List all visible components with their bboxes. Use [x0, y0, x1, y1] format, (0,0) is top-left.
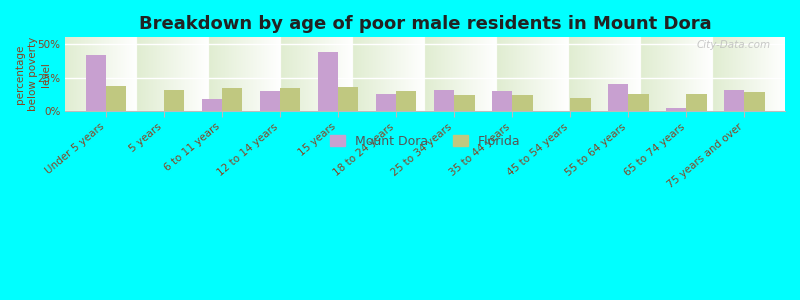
Legend: Mount Dora, Florida: Mount Dora, Florida [325, 130, 526, 153]
Bar [222, 88, 242, 111]
Bar [376, 94, 396, 111]
Bar [86, 55, 106, 111]
Bar [454, 95, 474, 111]
Bar [202, 99, 222, 111]
Bar [106, 85, 126, 111]
Bar [338, 87, 358, 111]
Bar [570, 98, 590, 111]
Bar [608, 84, 628, 111]
Bar [396, 91, 417, 111]
Bar [744, 92, 765, 111]
Y-axis label: percentage
below poverty
level: percentage below poverty level [15, 37, 51, 111]
Bar [280, 88, 300, 111]
Bar [164, 90, 184, 111]
Bar [666, 108, 686, 111]
Bar [628, 94, 649, 111]
Bar [434, 90, 454, 111]
Title: Breakdown by age of poor male residents in Mount Dora: Breakdown by age of poor male residents … [139, 15, 711, 33]
Bar [492, 91, 512, 111]
Bar [260, 91, 280, 111]
Text: City-Data.com: City-Data.com [697, 40, 770, 50]
Bar [318, 52, 338, 111]
Bar [512, 95, 533, 111]
Bar [686, 94, 706, 111]
Bar [724, 90, 744, 111]
